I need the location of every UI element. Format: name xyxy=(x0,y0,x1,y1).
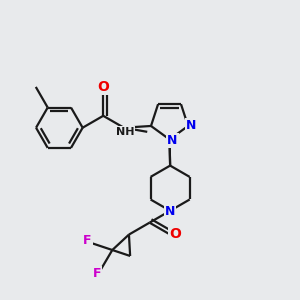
Text: NH: NH xyxy=(116,127,134,137)
Text: O: O xyxy=(97,80,109,94)
Text: N: N xyxy=(167,134,178,147)
Text: N: N xyxy=(165,206,175,218)
Text: N: N xyxy=(186,119,196,132)
Text: O: O xyxy=(169,227,181,241)
Text: F: F xyxy=(93,267,101,280)
Text: F: F xyxy=(83,234,92,247)
